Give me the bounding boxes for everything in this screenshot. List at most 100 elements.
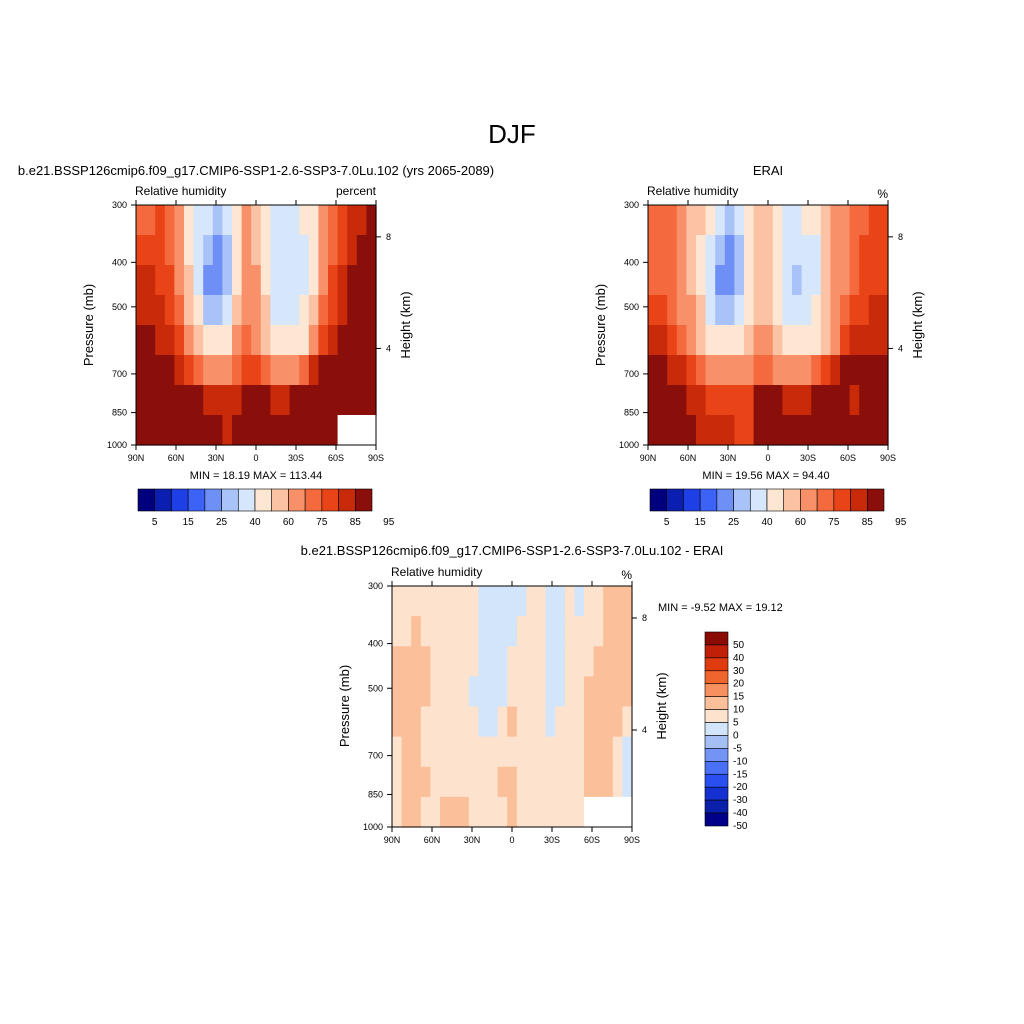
heatmap-cell [289,265,300,296]
heatmap-cell [763,295,774,326]
heatmap-cell [536,646,547,677]
heatmap-cell [440,736,451,768]
heatmap-cell [145,205,156,236]
x-tick-label: 90S [368,453,384,463]
heatmap-cell [811,205,822,236]
heatmap-cell [260,325,271,356]
heatmap-cell [203,325,214,356]
heatmap-cell [593,736,604,768]
panel-difference: b.e21.BSSP126cmip6.f09_g17.CMIP6-SSP1-2.… [301,543,783,845]
heatmap-cell [811,235,822,266]
heatmap-cell [212,415,223,446]
heatmap-cell [696,415,707,446]
y-tick-label: 700 [624,369,639,379]
heatmap-cell [574,646,585,677]
heatmap-cell [241,385,252,416]
heatmap-cell [184,235,195,266]
heatmap-cell [328,385,339,416]
heatmap-cell [145,265,156,296]
heatmap-cell [212,355,223,386]
heatmap-cell [555,796,566,828]
heatmap-cell [222,265,233,296]
heatmap-cell [136,355,147,386]
heatmap-cell [840,355,851,386]
heatmap-cell [449,766,460,798]
heatmap-cell [763,385,774,416]
heatmap-cell [574,616,585,647]
heatmap-cell [420,676,431,708]
colorbar-box [704,709,729,723]
heatmap-cell [612,796,623,828]
heatmap-cell [724,385,735,416]
heatmap-cell [449,676,460,708]
heatmap-cell [411,706,422,738]
heatmap-cell [241,415,252,446]
heatmap-cell [260,205,271,236]
y-tick-label: 400 [112,257,127,267]
heatmap-cell [270,235,281,266]
heatmap-cell [612,706,623,738]
heatmap-cell [356,235,367,266]
heatmap-cell [744,415,755,446]
heatmap-cell [734,355,745,386]
heatmap-cell [878,385,889,416]
heatmap-cell [203,235,214,266]
heatmap-cell [536,706,547,738]
heatmap-cell [478,706,489,738]
heatmap-cell [526,646,537,677]
heatmap-cell [337,325,348,356]
colorbar-label: 95 [895,517,907,528]
heatmap-cell [318,415,329,446]
heatmap-cell [155,235,166,266]
heatmap-cell [782,415,793,446]
heatmap-cell [516,736,527,768]
heatmap-cell [478,646,489,677]
heatmap-cell [136,265,147,296]
heatmap-cell [328,205,339,236]
heatmap-cell [811,385,822,416]
heatmap-cell [516,586,527,617]
heatmap-cell [667,325,678,356]
colorbar-box [716,488,734,512]
colorbar-label: 40 [733,653,745,664]
heatmap-cell [686,385,697,416]
heatmap-cell [174,415,185,446]
x-tick-label: 30N [720,453,737,463]
colorbar-label: 5 [733,718,739,729]
heatmap-cell [440,706,451,738]
heatmap-cell [648,415,659,446]
heatmap-cell [705,325,716,356]
heatmap-cell [411,796,422,828]
heatmap-cell [859,205,870,236]
heatmap-cell [686,295,697,326]
heatmap-cell [782,235,793,266]
heatmap-cell [792,295,803,326]
heatmap-cell [840,205,851,236]
heatmap-cell [164,265,175,296]
heatmap-cell [164,235,175,266]
heatmap-cell [763,235,774,266]
heatmap-cell [420,616,431,647]
heatmap-cell [289,235,300,266]
heatmap-cell [584,586,595,617]
heatmap-cell [136,295,147,326]
heatmap-cell [724,205,735,236]
y-tick-label: 850 [624,408,639,418]
heatmap-cell [318,355,329,386]
heatmap-cell [488,796,499,828]
heatmap-cell [734,415,745,446]
heatmap-cell [251,385,262,416]
heatmap-cell [459,766,470,798]
heatmap-cell [356,385,367,416]
heatmap-cell [497,706,508,738]
heatmap-cell [347,265,358,296]
heatmap-cell [193,295,204,326]
heatmap-cell [430,796,441,828]
heatmap-cell [526,796,537,828]
heatmap-cell [715,385,726,416]
heatmap-cell [497,736,508,768]
colorbar-label: 75 [316,517,328,528]
heatmap-cell [289,415,300,446]
colorbar-box [288,488,306,512]
y-tick-label: 1000 [107,440,127,450]
